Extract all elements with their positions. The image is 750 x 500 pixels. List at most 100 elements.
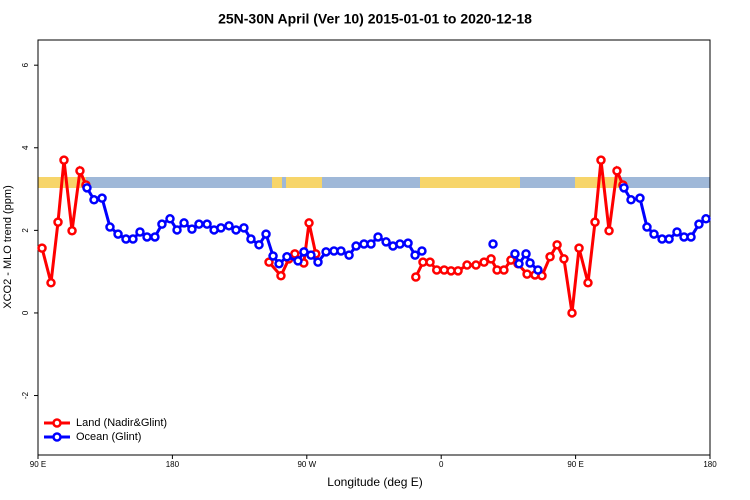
point [128,234,138,244]
point [664,234,674,244]
legend-label: Ocean (Glint) [76,431,141,443]
y-tick-label: 6 [21,62,30,67]
point [642,222,652,232]
chart-title: 25N-30N April (Ver 10) 2015-01-01 to 202… [218,11,532,27]
point [216,223,226,233]
point [525,258,535,268]
point [522,269,532,279]
point [366,239,376,249]
point [293,256,303,266]
point [701,214,711,224]
x-axis-label: Longitude (deg E) [327,475,422,489]
x-tick-label: 180 [166,460,180,469]
point [583,278,593,288]
point [596,155,606,165]
point [686,232,696,242]
point [619,183,629,193]
point [604,226,614,236]
point [411,272,421,282]
point [612,166,622,176]
point [89,195,99,205]
point [417,246,427,256]
point [179,218,189,228]
point [479,257,489,267]
point [97,193,107,203]
point [486,254,496,264]
y-tick-label: 0 [21,310,30,315]
point [635,193,645,203]
point [150,232,160,242]
point [499,265,509,275]
point [53,217,63,227]
point [299,247,309,257]
point [425,257,435,267]
x-tick-label: 180 [703,460,717,469]
point [165,214,175,224]
point [46,278,56,288]
point [488,239,498,249]
point [59,155,69,165]
y-axis-label: XCO2 - MLO trend (ppm) [2,185,14,308]
point [506,255,516,265]
y-tick-label: 2 [21,228,30,233]
point [373,232,383,242]
point [410,250,420,260]
point [172,225,182,235]
x-tick-label: 0 [439,460,444,469]
point [261,229,271,239]
point [254,240,264,250]
point [224,221,234,231]
y-tick-label: 4 [21,145,30,150]
point [75,166,85,176]
x-tick-label: 90 W [297,460,316,469]
point [135,227,145,237]
x-tick-label: 90 E [30,460,46,469]
point [113,229,123,239]
land-band [420,177,520,188]
point [545,252,555,262]
point [82,183,92,193]
land-band [272,177,282,188]
point [157,219,167,229]
point [344,250,354,260]
land-band [286,177,322,188]
point [403,238,413,248]
legend-label: Land (Nadir&Glint) [76,417,167,429]
point [67,226,77,236]
point [462,260,472,270]
point [559,254,569,264]
point [649,229,659,239]
point [574,243,584,253]
point [37,243,47,253]
point [471,260,481,270]
point [672,227,682,237]
point [304,218,314,228]
point [276,271,286,281]
point [533,265,543,275]
point [274,259,284,269]
point [306,250,316,260]
point [552,240,562,250]
point [381,237,391,247]
point [239,223,249,233]
point [105,222,115,232]
point [510,249,520,259]
point [142,232,152,242]
point [313,257,323,267]
ocean-band [38,177,710,188]
point [321,247,331,257]
land-mask-strip [38,177,710,188]
point [626,195,636,205]
point [514,259,524,269]
y-tick-label: -2 [21,391,30,399]
point [264,257,274,267]
x-tick-label: 90 E [567,460,583,469]
point [453,266,463,276]
point [202,219,212,229]
point [590,217,600,227]
point [351,241,361,251]
point [336,246,346,256]
point [567,308,577,318]
